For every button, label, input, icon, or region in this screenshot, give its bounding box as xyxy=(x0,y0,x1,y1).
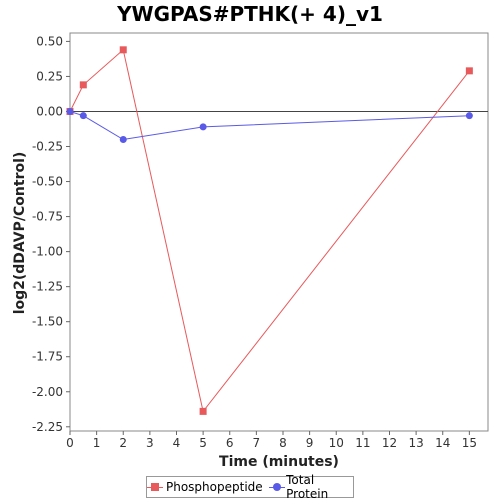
legend-item-phosphopeptide: Phosphopeptide xyxy=(147,480,263,494)
y-tick-label: -1.50 xyxy=(32,315,63,329)
y-axis-title: log2(dDAVP/Control) xyxy=(12,152,28,315)
x-tick-label: 11 xyxy=(355,436,370,450)
axes: 0.50 0.25 0.00 -0.25 -0.50 -0.75 -1.00 -1.25 -1.… xyxy=(32,32,489,450)
y-tick-label: -1.25 xyxy=(32,280,63,294)
y-tick-label: 0.00 xyxy=(36,104,63,118)
circle-marker-icon xyxy=(272,483,281,491)
x-tick-label: 6 xyxy=(226,436,234,450)
y-tick-label: -1.75 xyxy=(32,350,63,364)
y-tick-label: -2.25 xyxy=(32,420,63,434)
x-tick-label: 15 xyxy=(462,436,477,450)
chart-title: YWGPAS#PTHK(+ 4)_v1 xyxy=(117,2,383,26)
x-tick-label: 13 xyxy=(408,436,423,450)
data-point-circle xyxy=(66,107,74,115)
data-point-square xyxy=(119,46,127,54)
x-tick-label: 7 xyxy=(253,436,261,450)
x-tick-label: 4 xyxy=(173,436,181,450)
x-tick-label: 0 xyxy=(66,436,74,450)
series-layer xyxy=(66,46,473,415)
data-point-square xyxy=(199,407,207,415)
y-tick-label: -0.75 xyxy=(32,210,63,224)
x-tick-label: 5 xyxy=(199,436,207,450)
y-tick-label: -0.50 xyxy=(32,175,63,189)
legend-item-total-protein: Total Protein xyxy=(268,473,353,501)
data-point-circle xyxy=(199,123,207,131)
y-tick-label: -0.25 xyxy=(32,140,63,154)
legend-label-phosphopeptide: Phosphopeptide xyxy=(166,480,263,494)
data-point-square xyxy=(465,67,473,75)
x-axis-title: Time (minutes) xyxy=(219,454,339,470)
x-tick-label: 1 xyxy=(93,436,101,450)
x-tick-label: 2 xyxy=(119,436,127,450)
x-tick-label: 9 xyxy=(306,436,314,450)
x-tick-label: 3 xyxy=(146,436,154,450)
legend-swatch-phosphopeptide xyxy=(147,481,163,493)
x-tick-label: 12 xyxy=(382,436,397,450)
y-tick-label: 0.50 xyxy=(36,34,63,48)
legend-swatch-total-protein xyxy=(268,481,285,493)
data-point-circle xyxy=(465,112,473,120)
y-tick-label: -2.00 xyxy=(32,385,63,399)
legend-label-total-protein: Total Protein xyxy=(286,473,329,501)
legend: Phosphopeptide Total Protein xyxy=(146,473,354,501)
y-tick-label: 0.25 xyxy=(36,69,63,83)
x-tick-label: 14 xyxy=(435,436,450,450)
data-point-circle xyxy=(79,112,87,120)
x-tick-label: 10 xyxy=(329,436,344,450)
data-point-square xyxy=(79,81,87,89)
data-point-circle xyxy=(119,136,127,144)
plot-area xyxy=(69,32,489,432)
y-tick-label: -1.00 xyxy=(32,245,63,259)
square-marker-icon xyxy=(151,483,159,491)
x-tick-label: 8 xyxy=(279,436,287,450)
